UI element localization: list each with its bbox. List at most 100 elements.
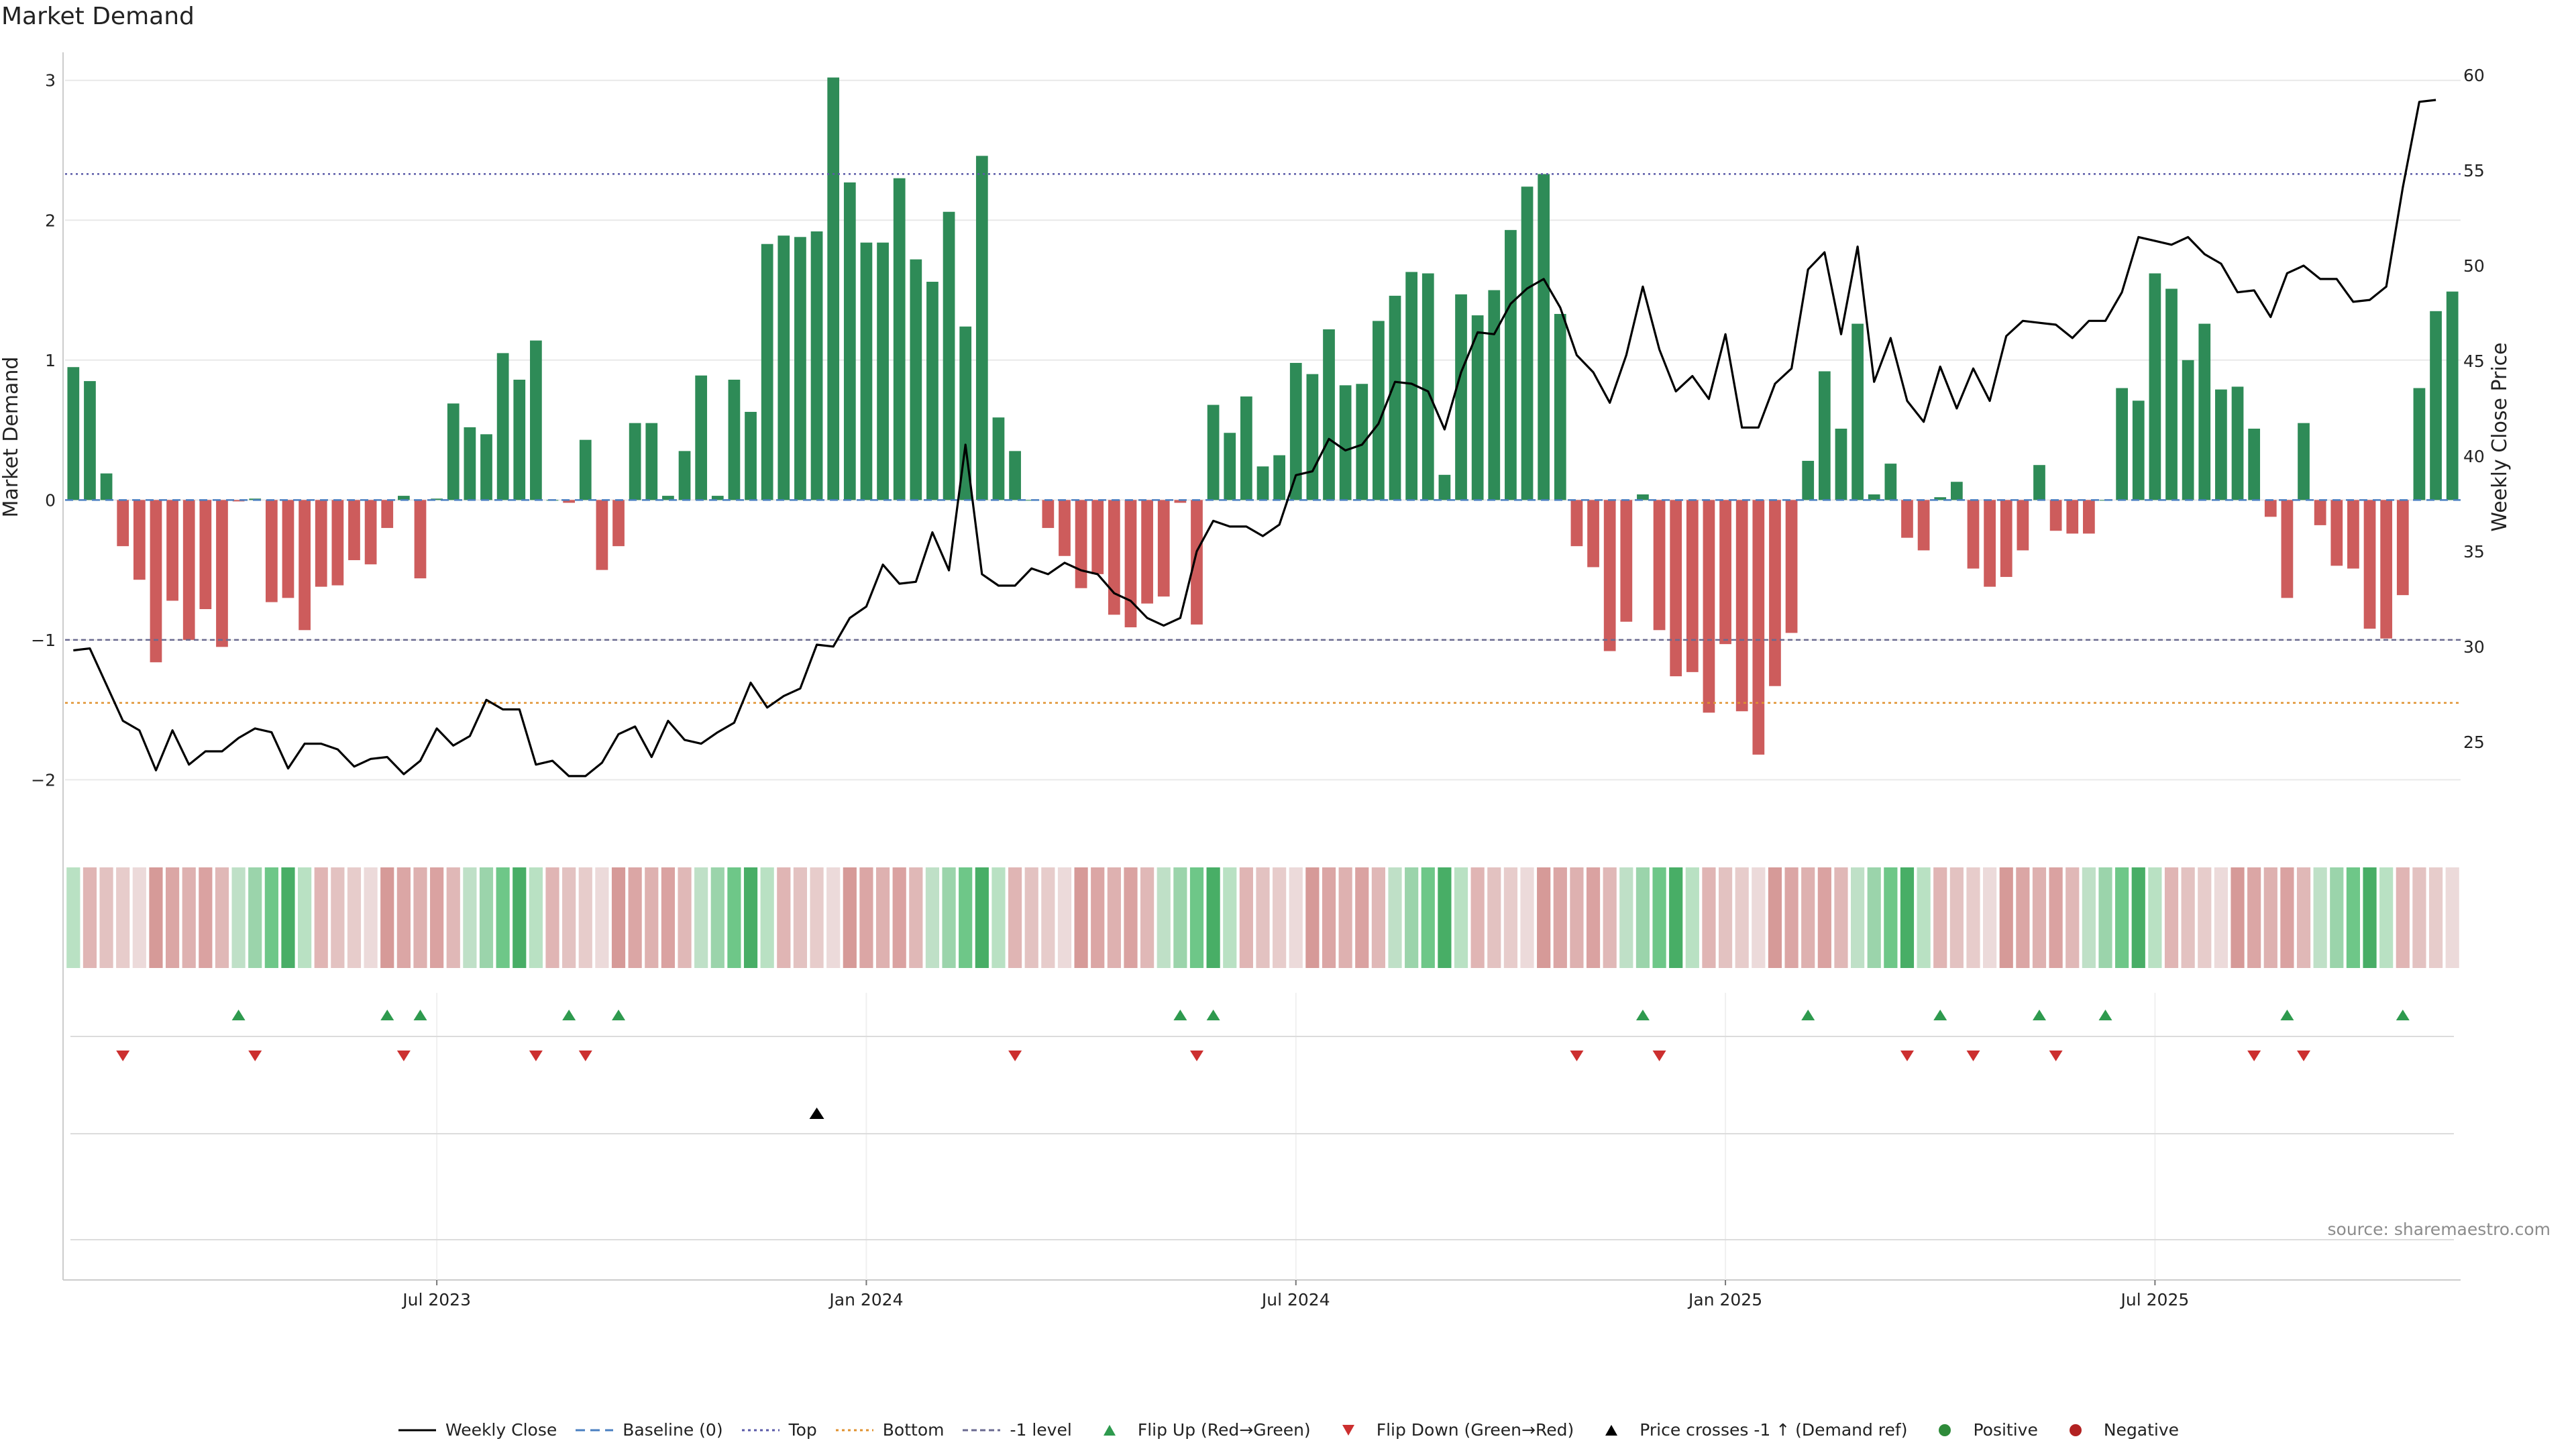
flip-up-marker xyxy=(1801,1010,1815,1020)
heat-strip-cell xyxy=(1405,867,1419,968)
heat-strip-cell xyxy=(991,867,1006,968)
demand-bar-negative xyxy=(1653,500,1666,631)
heat-strip-cell xyxy=(83,867,97,968)
flip-up-marker xyxy=(1206,1010,1220,1020)
demand-bar-negative xyxy=(331,500,344,586)
legend-negative: Negative xyxy=(2055,1420,2179,1440)
y-tick-label: 3 xyxy=(45,71,56,91)
heat-strip-cell xyxy=(1107,867,1121,968)
demand-bar-positive xyxy=(1538,174,1550,500)
demand-bar-positive xyxy=(645,423,658,500)
demand-bar-negative xyxy=(199,500,212,610)
y-tick-label: 0 xyxy=(45,490,56,510)
legend-top: Top xyxy=(741,1420,817,1440)
demand-bar-negative xyxy=(133,500,146,580)
demand-bar-positive xyxy=(893,178,906,500)
flip-down-icon xyxy=(1342,1424,1354,1436)
heat-strip-cell xyxy=(1008,867,1022,968)
y2-tick-label: 55 xyxy=(2463,161,2485,180)
heat-strip-cell xyxy=(1355,867,1369,968)
flip-down-marker xyxy=(1900,1051,1914,1061)
heat-strip-cell xyxy=(2379,867,2394,968)
demand-bar-positive xyxy=(2430,311,2442,500)
y2-axis-title: Weekly Close Price xyxy=(2488,342,2512,531)
demand-bar-positive xyxy=(1851,323,1864,500)
demand-bar-negative xyxy=(2330,500,2343,566)
legend-top-label: Top xyxy=(788,1420,817,1440)
heat-strip-cell xyxy=(793,867,808,968)
demand-bar-positive xyxy=(728,379,741,500)
flip-up-marker xyxy=(2032,1010,2046,1020)
heat-strip-cell xyxy=(1305,867,1320,968)
heat-strip-cell xyxy=(975,867,989,968)
demand-bar-positive xyxy=(1356,384,1368,500)
source-note: source: sharemaestro.com xyxy=(2327,1220,2551,1239)
heat-strip-cell xyxy=(1091,867,1105,968)
demand-bar-negative xyxy=(364,500,377,565)
heat-strip-cell xyxy=(1438,867,1452,968)
demand-bar-positive xyxy=(1505,229,1517,500)
demand-bar-positive xyxy=(2231,386,2244,500)
demand-bar-negative xyxy=(1124,500,1137,628)
heat-strip-cell xyxy=(1834,867,1848,968)
demand-bar-positive xyxy=(1405,272,1418,500)
heat-strip-cell xyxy=(727,867,741,968)
demand-bar-positive xyxy=(1289,362,1302,500)
y-tick-label: −2 xyxy=(31,770,56,790)
heat-strip-cell xyxy=(1487,867,1501,968)
heat-strip-cell xyxy=(710,867,724,968)
heat-strip-cell xyxy=(1256,867,1270,968)
heat-strip-cell xyxy=(2115,867,2129,968)
heat-strip-cell xyxy=(2445,867,2459,968)
heat-strip-cell xyxy=(1867,867,1881,968)
y-tick-label: 1 xyxy=(45,351,56,370)
heat-strip-cell xyxy=(1338,867,1352,968)
heat-strip-cell xyxy=(264,867,278,968)
weekly-close-line xyxy=(73,99,2436,777)
legend-cross-label: Price crosses -1 ↑ (Demand ref) xyxy=(1640,1420,1908,1440)
demand-bar-positive xyxy=(579,439,592,500)
demand-bar-negative xyxy=(1174,500,1187,503)
demand-bar-positive xyxy=(2165,288,2178,500)
flip-down-marker xyxy=(2049,1051,2063,1061)
demand-bar-positive xyxy=(975,156,988,500)
demand-bar-negative xyxy=(2347,500,2359,569)
heat-strip-cell xyxy=(959,867,973,968)
flip-up-marker xyxy=(1173,1010,1187,1020)
heat-strip-cell xyxy=(1454,867,1468,968)
demand-bar-positive xyxy=(397,496,410,500)
demand-bar-positive xyxy=(1389,295,1401,500)
heat-strip-cell xyxy=(1553,867,1567,968)
heat-strip-cell xyxy=(1718,867,1733,968)
legend-flip-up: Flip Up (Red→Green) xyxy=(1089,1420,1311,1440)
y2-tick-label: 60 xyxy=(2463,66,2485,85)
heat-strip-cell xyxy=(645,867,659,968)
heat-strip-cell xyxy=(2263,867,2277,968)
flip-down-marker xyxy=(248,1051,262,1061)
heat-strip-cell xyxy=(396,867,411,968)
legend-weekly-close: Weekly Close xyxy=(397,1420,557,1440)
legend-baseline: Baseline (0) xyxy=(574,1420,723,1440)
demand-bar-positive xyxy=(431,498,443,500)
flip-down-marker xyxy=(1570,1051,1584,1061)
demand-bar-negative xyxy=(1091,500,1104,574)
legend-positive-label: Positive xyxy=(1973,1420,2038,1440)
heat-strip-cell xyxy=(562,867,576,968)
demand-bar-positive xyxy=(2413,388,2426,500)
demand-bar-positive xyxy=(1488,290,1501,500)
heat-strip-cell xyxy=(1206,867,1220,968)
legend-flip-down-label: Flip Down (Green→Red) xyxy=(1376,1420,1574,1440)
heat-strip-cell xyxy=(1900,867,1915,968)
legend-flip-down: Flip Down (Green→Red) xyxy=(1328,1420,1574,1440)
demand-bar-positive xyxy=(2033,465,2045,500)
demand-bar-negative xyxy=(563,500,576,503)
legend-minus1-swatch xyxy=(963,1429,1001,1431)
heat-strip-cell xyxy=(2065,867,2080,968)
heat-strip-cell xyxy=(1503,867,1518,968)
x-tick-label: Jan 2024 xyxy=(828,1290,903,1309)
heat-strip-cell xyxy=(1041,867,1055,968)
heat-strip-cell xyxy=(215,867,229,968)
heat-strip-cell xyxy=(2049,867,2063,968)
heat-strip-cell xyxy=(364,867,378,968)
heat-strip-cell xyxy=(810,867,824,968)
